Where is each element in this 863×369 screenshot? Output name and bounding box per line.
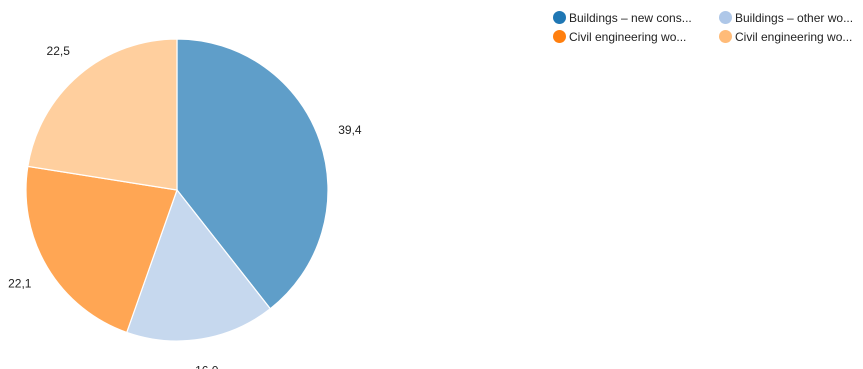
legend-label: Civil engineering wo...	[735, 29, 853, 44]
legend-item-civil-engineering-works-2[interactable]: Civil engineering wo...	[719, 28, 859, 45]
pie-slice-buildings-other-works[interactable]	[125, 188, 272, 342]
pie-slice-civil-engineering-works-2[interactable]	[27, 38, 178, 191]
legend-item-civil-engineering-works-1[interactable]: Civil engineering wo...	[553, 28, 719, 45]
legend-item-buildings-other-works[interactable]: Buildings – other wo...	[719, 9, 859, 26]
legend-item-buildings-new-construction[interactable]: Buildings – new cons...	[553, 9, 719, 26]
legend-label: Civil engineering wo...	[569, 29, 687, 44]
legend-swatch-icon	[719, 30, 732, 43]
data-label-civil-engineering-works-1: 22,1	[8, 277, 32, 291]
legend-swatch-icon	[553, 30, 566, 43]
pie-slice-buildings-new-construction[interactable]	[176, 38, 329, 310]
data-label-buildings-new-construction: 39,4	[338, 123, 362, 137]
data-label-buildings-other-works: 16,0	[195, 364, 219, 369]
legend-swatch-icon	[719, 11, 732, 24]
legend-label: Buildings – new cons...	[569, 10, 692, 25]
legend-swatch-icon	[553, 11, 566, 24]
pie-data-labels: 39,4 16,0 22,1 22,5	[8, 44, 362, 369]
pie-slices	[25, 38, 329, 342]
legend-label: Buildings – other wo...	[735, 10, 854, 25]
pie-slice-civil-engineering-works-1[interactable]	[25, 165, 178, 334]
data-label-civil-engineering-works-2: 22,5	[47, 44, 71, 58]
legend: Buildings – new cons... Buildings – othe…	[553, 9, 859, 45]
